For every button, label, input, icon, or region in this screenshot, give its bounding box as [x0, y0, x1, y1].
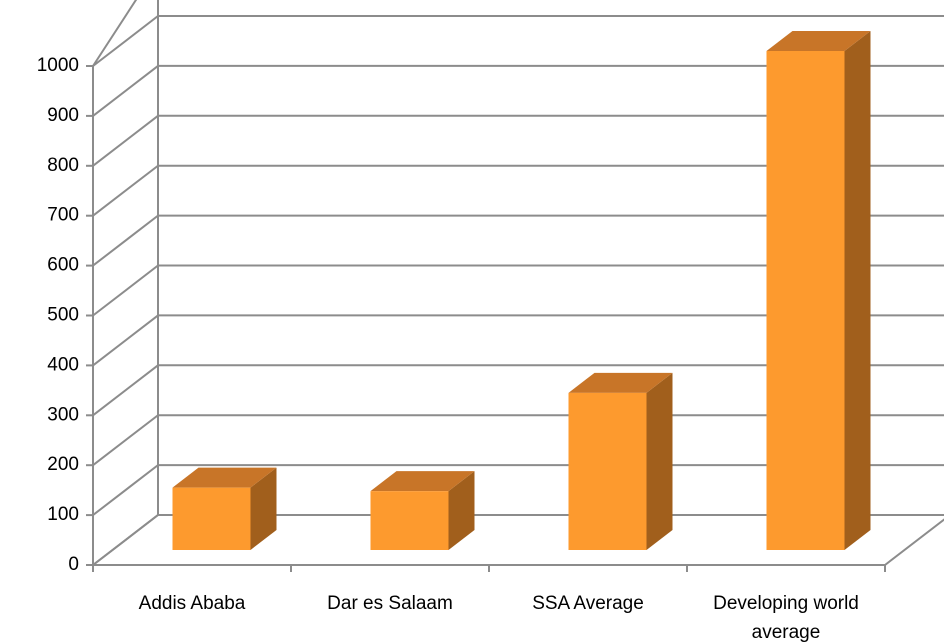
- y-tick-label: 800: [47, 155, 79, 176]
- x-tick-label: SSA Average: [532, 593, 644, 614]
- grid-line: [92, 464, 944, 516]
- y-tick-label: 200: [47, 454, 79, 475]
- y-tick-label: 1000: [37, 55, 79, 76]
- y-tick-label: 700: [47, 205, 79, 226]
- y-tick-label: 0: [68, 554, 79, 575]
- bar-front: [568, 392, 647, 550]
- bar: [172, 467, 277, 550]
- y-tick-label: 100: [47, 504, 79, 525]
- bar-front: [370, 491, 449, 550]
- grid-line: [92, 514, 944, 566]
- y-tick-label: 400: [47, 354, 79, 375]
- x-tick-label: Developing world average: [713, 593, 859, 643]
- y-tick-label: 600: [47, 255, 79, 276]
- grid-line: [92, 114, 944, 167]
- grid-line: [92, 364, 944, 417]
- grid-line: [92, 214, 944, 267]
- bar-side: [646, 372, 673, 550]
- grid-line: [92, 264, 944, 317]
- bar-front: [766, 51, 845, 550]
- bar-top: [370, 471, 475, 492]
- grid-line: [92, 164, 944, 217]
- bar-top: [568, 372, 673, 393]
- grid-line: [92, 314, 944, 367]
- bar: [766, 31, 871, 550]
- bar-top: [766, 31, 871, 51]
- y-tick-label: 300: [47, 404, 79, 425]
- bar-side: [250, 467, 277, 550]
- grid-line: [92, 15, 944, 67]
- grid-line: [92, 64, 944, 117]
- bar-front: [172, 487, 251, 550]
- bar-top: [172, 467, 277, 488]
- x-tick-label: Dar es Salaam: [327, 593, 453, 614]
- bar-side: [844, 31, 871, 550]
- bar-side: [448, 471, 475, 550]
- x-tick-label: Addis Ababa: [138, 593, 246, 614]
- top-edge: [92, 0, 138, 67]
- grid-line: [92, 414, 944, 466]
- bar: [370, 471, 475, 550]
- bar: [568, 372, 673, 550]
- y-tick-label: 900: [47, 105, 79, 126]
- y-tick-label: 500: [47, 305, 79, 326]
